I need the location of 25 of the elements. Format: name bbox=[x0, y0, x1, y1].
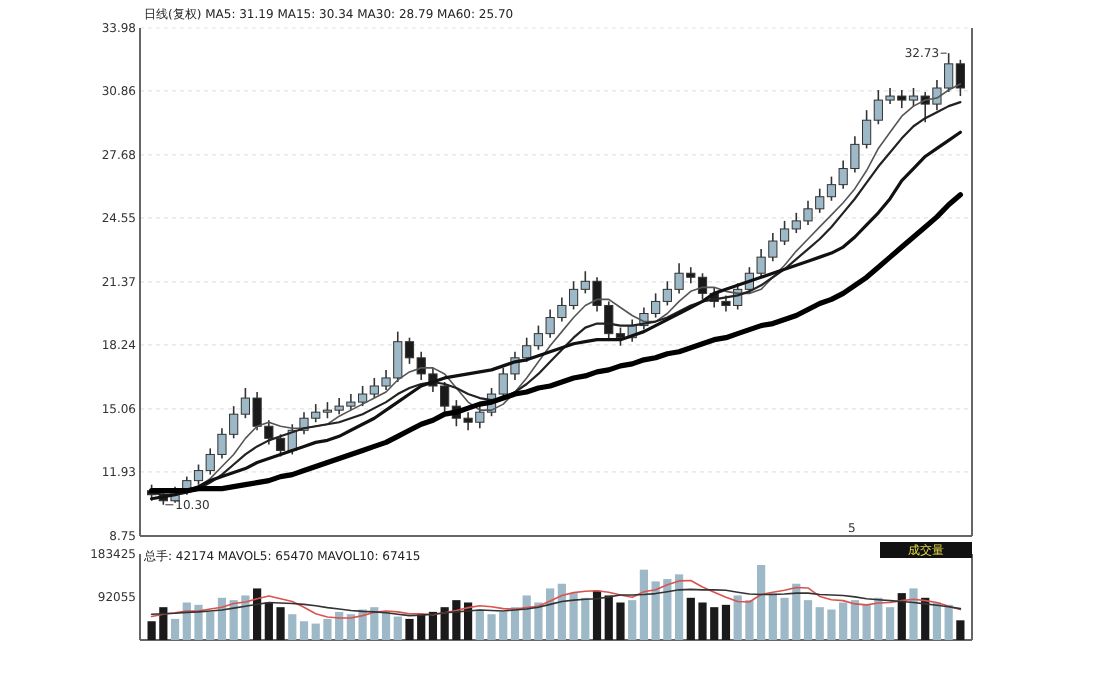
bar bbox=[628, 600, 637, 640]
bar bbox=[428, 611, 438, 640]
bar bbox=[393, 616, 402, 640]
bar bbox=[674, 574, 684, 640]
bar bbox=[639, 569, 649, 640]
bar bbox=[253, 588, 262, 640]
bar bbox=[592, 590, 602, 640]
bar bbox=[803, 600, 813, 640]
bar bbox=[921, 597, 930, 640]
bar bbox=[463, 602, 473, 640]
bar bbox=[932, 602, 942, 640]
bar bbox=[909, 588, 918, 640]
bar bbox=[299, 621, 309, 640]
bar bbox=[885, 607, 895, 640]
bar bbox=[850, 600, 859, 640]
bar bbox=[721, 604, 731, 640]
line-series bbox=[150, 588, 962, 617]
bar bbox=[897, 593, 906, 640]
line-series bbox=[149, 192, 963, 494]
bar bbox=[288, 614, 297, 640]
bar bbox=[381, 611, 391, 640]
bar bbox=[956, 620, 965, 640]
bar bbox=[944, 604, 953, 640]
bar bbox=[170, 618, 180, 640]
line-series bbox=[150, 579, 962, 619]
